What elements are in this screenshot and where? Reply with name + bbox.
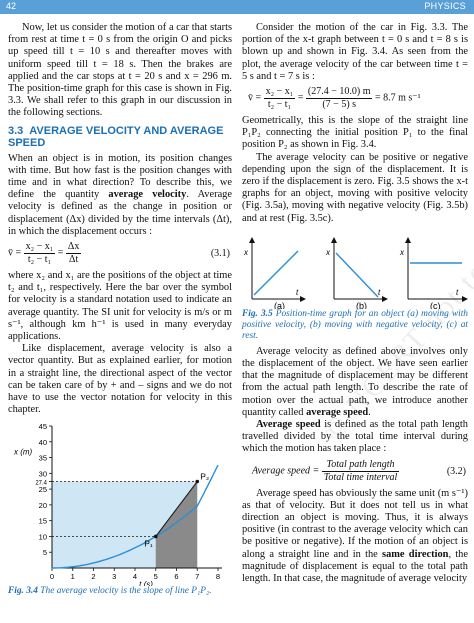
page-number: 42 bbox=[6, 1, 17, 11]
panel-label-b: (b) bbox=[356, 301, 367, 309]
equation-number: (3.2) bbox=[446, 465, 466, 477]
x-tick-label: 2 bbox=[91, 572, 95, 581]
x-tick-label: 8 bbox=[216, 572, 220, 581]
equation-average-velocity-example: v̄ = x₂ − x₁ t₂ − t₁ = (27.4 − 10.0) m (7 … bbox=[248, 86, 421, 111]
page-header: 42 PHYSICS bbox=[0, 0, 474, 14]
y-tick-label: 45 bbox=[39, 422, 47, 431]
paragraph: When an object is in motion, its positio… bbox=[8, 152, 232, 237]
svg-text:x: x bbox=[325, 248, 331, 257]
equation-3-1: v̄ = x₂ − x₁ t₂ − t₁ = Δx Δt (3.1) bbox=[8, 241, 230, 266]
y-tick-label: 27.4 bbox=[35, 481, 47, 487]
positive-velocity-line bbox=[253, 250, 299, 296]
paragraph: Now, let us consider the motion of a car… bbox=[8, 22, 232, 119]
paragraph: where x₂ and x₁ are the positions of the… bbox=[8, 270, 232, 343]
paragraph: Average speed is defined as the total pa… bbox=[242, 419, 468, 455]
point-label-2: P₂ bbox=[200, 472, 209, 482]
equation-number: (3.1) bbox=[210, 248, 230, 260]
paragraph: Geometrically, this is the slope of the … bbox=[242, 115, 468, 151]
point-label-1: P₁ bbox=[144, 539, 153, 549]
paragraph: Average velocity as defined above involv… bbox=[242, 345, 468, 418]
svg-text:x: x bbox=[243, 248, 249, 257]
shaded-interval bbox=[155, 482, 198, 569]
paragraph: Consider the motion of the car in Fig. 3… bbox=[242, 22, 468, 82]
svg-text:x: x bbox=[399, 248, 405, 257]
x-tick-label: 3 bbox=[112, 572, 116, 581]
y-tick-label: 25 bbox=[39, 486, 47, 495]
x-tick-label: 4 bbox=[133, 572, 137, 581]
x-tick-label: 1 bbox=[71, 572, 75, 581]
x-tick-label: 0 bbox=[50, 572, 54, 581]
section-heading: 3.3 AVERAGE VELOCITY AND AVERAGE SPEED bbox=[8, 125, 232, 149]
term-average-velocity: average velocity bbox=[108, 189, 187, 201]
right-column: Consider the motion of the car in Fig. 3… bbox=[242, 22, 468, 585]
y-axis-label: x (m) bbox=[13, 448, 33, 457]
svg-text:t: t bbox=[456, 288, 459, 297]
paragraph: The average velocity can be positive or … bbox=[242, 151, 468, 224]
point-1 bbox=[153, 535, 158, 539]
point-2 bbox=[195, 480, 200, 484]
y-tick-label: 5 bbox=[43, 549, 47, 558]
x-tick-label: 6 bbox=[174, 572, 178, 581]
paragraph: Like displacement, average velocity is a… bbox=[8, 343, 232, 416]
left-column: Now, let us consider the motion of a car… bbox=[8, 22, 232, 597]
y-tick-label: 20 bbox=[39, 501, 47, 510]
figure-3-5-caption: Fig. 3.5 Position-time graph for an obje… bbox=[242, 308, 468, 341]
x-axis-label: t (s) bbox=[139, 580, 153, 586]
x-tick-label: 7 bbox=[195, 572, 199, 581]
section-number: 3.3 bbox=[8, 124, 24, 137]
figure-3-4-caption: Fig. 3.4 The average velocity is the slo… bbox=[8, 586, 212, 597]
chord-p1-p2 bbox=[155, 481, 198, 538]
y-tick-label: 15 bbox=[39, 517, 47, 526]
y-tick-label: 40 bbox=[39, 438, 47, 447]
svg-text:t: t bbox=[378, 288, 381, 297]
section-title: AVERAGE VELOCITY AND AVERAGE SPEED bbox=[8, 124, 224, 149]
paragraph: Average speed has obviously the same uni… bbox=[242, 487, 468, 585]
term-average-speed: average speed bbox=[306, 406, 369, 418]
y-tick-label: 35 bbox=[39, 454, 47, 463]
position-time-curve bbox=[52, 465, 219, 570]
y-tick-label: 10 bbox=[39, 533, 47, 542]
figure-3-5-graphs: x x x t t t (a) (b) (c) bbox=[243, 236, 468, 309]
svg-text:t: t bbox=[296, 288, 299, 297]
section-name: PHYSICS bbox=[424, 1, 466, 11]
y-tick-label: 30 bbox=[39, 470, 47, 479]
x-tick-label: 5 bbox=[154, 572, 158, 581]
panel-label-a: (a) bbox=[274, 301, 285, 309]
negative-velocity-line bbox=[335, 252, 379, 298]
panel-label-c: (c) bbox=[430, 301, 441, 309]
equation-3-2: Average speed = Total path length Total t… bbox=[252, 458, 466, 483]
term-same-direction: same direction bbox=[382, 548, 449, 560]
